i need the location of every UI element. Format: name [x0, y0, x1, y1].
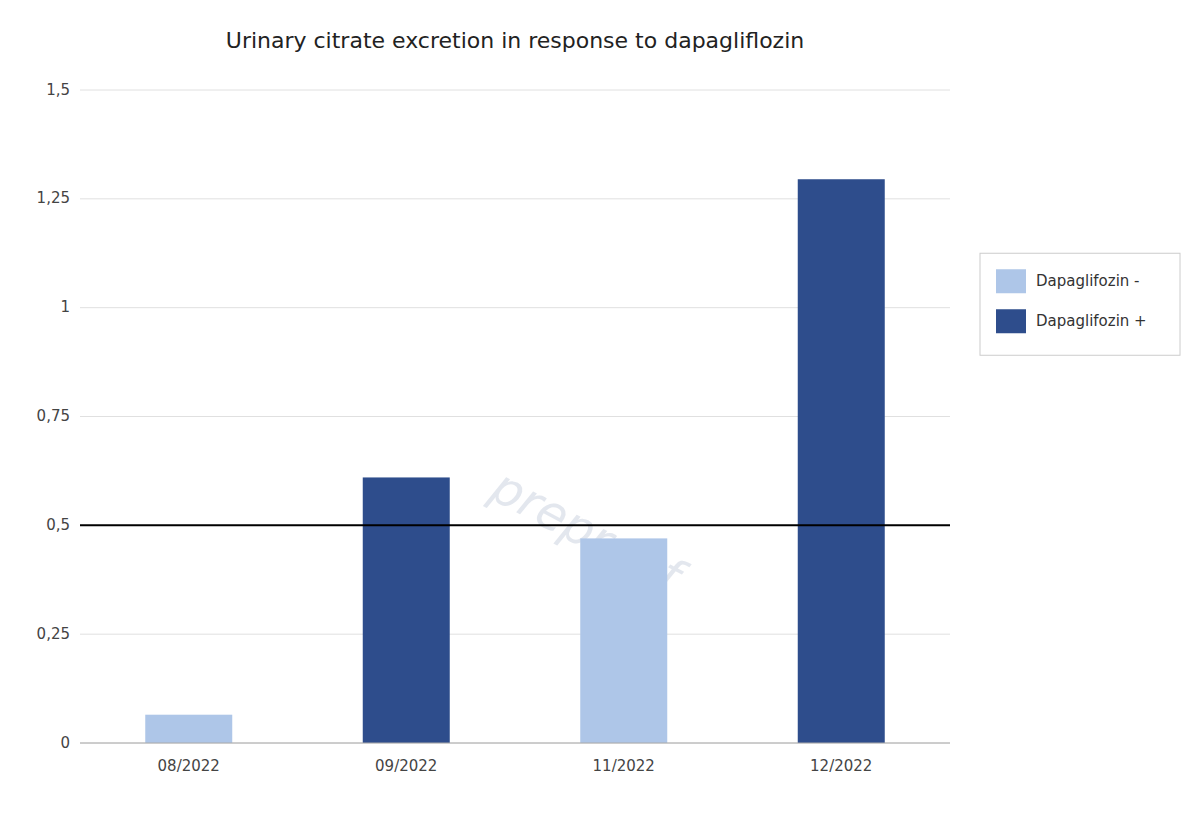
legend-label: Dapaglifozin + — [1036, 312, 1147, 330]
x-tick-label: 12/2022 — [810, 757, 872, 775]
y-tick-label: 1,25 — [37, 189, 70, 207]
y-tick-label: 0 — [60, 734, 70, 752]
legend-label: Dapaglifozin - — [1036, 272, 1140, 290]
x-tick-label: 08/2022 — [158, 757, 220, 775]
x-tick-label: 09/2022 — [375, 757, 437, 775]
legend-swatch — [996, 269, 1026, 293]
bar — [145, 715, 232, 743]
bars — [145, 179, 885, 743]
legend-frame — [980, 253, 1180, 355]
y-tick-label: 1,5 — [46, 81, 70, 99]
x-axis-line — [80, 743, 950, 744]
y-tick-label: 0,25 — [37, 625, 70, 643]
bar — [363, 477, 450, 743]
grid-line — [80, 743, 950, 744]
bar — [798, 179, 885, 743]
bar — [580, 538, 667, 743]
title: Urinary citrate excretion in response to… — [226, 28, 804, 53]
legend: Dapaglifozin - Dapaglifozin + — [980, 253, 1180, 355]
reference-line — [80, 524, 950, 526]
chart: Urinary citrate excretion in response to… — [0, 0, 1200, 813]
y-tick-label: 0,75 — [37, 407, 70, 425]
legend-swatch — [996, 309, 1026, 333]
grid-line — [80, 525, 950, 526]
x-tick-label: 11/2022 — [593, 757, 655, 775]
y-tick-label: 0,5 — [46, 516, 70, 534]
grid — [80, 90, 950, 743]
grid-line — [80, 90, 950, 91]
y-tick-label: 1 — [60, 298, 70, 316]
